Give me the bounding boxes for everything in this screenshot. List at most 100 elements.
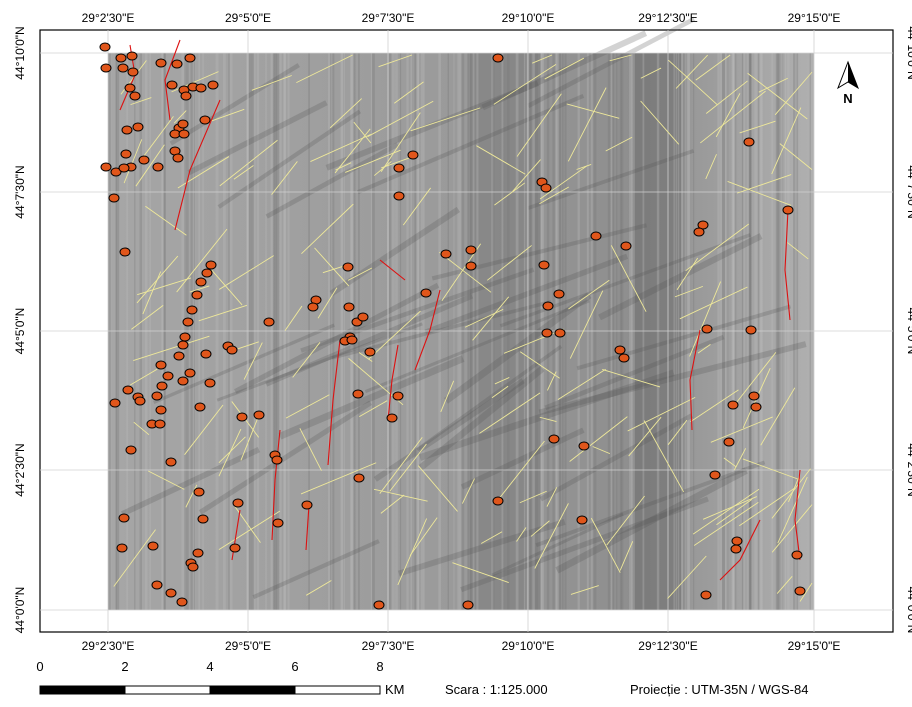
- target-point: [749, 392, 759, 400]
- stripe: [472, 53, 474, 610]
- target-point: [783, 206, 793, 214]
- target-point: [166, 589, 176, 597]
- target-point: [185, 54, 195, 62]
- target-point: [273, 519, 283, 527]
- target-point: [374, 601, 384, 609]
- scale-segment: [40, 686, 125, 694]
- stripe: [459, 53, 461, 610]
- target-point: [621, 242, 631, 250]
- stripe: [149, 53, 151, 610]
- target-point: [128, 68, 138, 76]
- target-point: [130, 92, 140, 100]
- stripe: [287, 53, 290, 610]
- lon-label: 29°7'30"E: [362, 11, 415, 25]
- target-point: [264, 318, 274, 326]
- stripe: [223, 53, 226, 610]
- target-point: [408, 151, 418, 159]
- lat-label: 44°0'0"N: [13, 587, 27, 634]
- target-point: [272, 456, 282, 464]
- target-point: [122, 126, 132, 134]
- lon-label: 29°5'0"E: [225, 639, 271, 653]
- target-point: [731, 545, 741, 553]
- scale-text: Scara : 1:125.000: [445, 682, 548, 697]
- target-point: [123, 386, 133, 394]
- lat-label: 44°7'30"N: [13, 165, 27, 218]
- stripe: [228, 53, 229, 610]
- target-point: [201, 350, 211, 358]
- target-point: [196, 278, 206, 286]
- target-point: [166, 458, 176, 466]
- target-point: [180, 333, 190, 341]
- raster-band: [470, 53, 540, 610]
- lat-label: 44°0'0"N: [905, 587, 912, 634]
- target-point: [125, 84, 135, 92]
- target-point: [179, 130, 189, 138]
- stripe: [612, 53, 614, 610]
- target-point: [152, 581, 162, 589]
- stripe: [507, 53, 509, 610]
- target-point: [792, 551, 802, 559]
- stripe: [657, 53, 659, 610]
- target-point: [205, 379, 215, 387]
- target-point: [619, 354, 629, 362]
- stripe: [246, 53, 247, 610]
- scale-tick-label: 0: [36, 659, 43, 674]
- stripe: [230, 53, 233, 610]
- target-point: [120, 248, 130, 256]
- target-point: [118, 64, 128, 72]
- target-point: [194, 488, 204, 496]
- target-point: [157, 382, 167, 390]
- target-point: [353, 390, 363, 398]
- stripe: [417, 53, 419, 610]
- target-point: [202, 269, 212, 277]
- target-point: [177, 598, 187, 606]
- target-point: [206, 261, 216, 269]
- target-point: [365, 348, 375, 356]
- stripe: [758, 53, 759, 610]
- stripe: [116, 53, 119, 610]
- target-point: [227, 346, 237, 354]
- target-point: [208, 81, 218, 89]
- target-point: [230, 544, 240, 552]
- stripe: [462, 53, 465, 610]
- lon-label: 29°12'30"E: [638, 639, 697, 653]
- scale-unit: KM: [385, 682, 405, 697]
- target-point: [358, 313, 368, 321]
- stripe: [578, 53, 580, 610]
- stripe: [448, 53, 449, 610]
- target-point: [308, 303, 318, 311]
- target-point: [394, 164, 404, 172]
- target-point: [702, 325, 712, 333]
- target-point: [724, 438, 734, 446]
- target-point: [196, 84, 206, 92]
- target-point: [183, 318, 193, 326]
- stripe: [139, 53, 142, 610]
- stripe: [341, 53, 343, 610]
- lat-label: 44°10'0"N: [13, 26, 27, 79]
- target-point: [347, 336, 357, 344]
- target-point: [100, 43, 110, 51]
- scale-tick-label: 2: [121, 659, 128, 674]
- lat-label: 44°5'0"N: [13, 308, 27, 355]
- scale-bar: 02468KM: [36, 659, 404, 697]
- target-point: [394, 192, 404, 200]
- target-point: [554, 290, 564, 298]
- stripe: [126, 53, 128, 610]
- target-point: [119, 164, 129, 172]
- target-point: [181, 92, 191, 100]
- stripe: [742, 53, 743, 610]
- target-point: [126, 446, 136, 454]
- lon-label: 29°12'30"E: [638, 11, 697, 25]
- target-point: [493, 497, 503, 505]
- target-point: [195, 403, 205, 411]
- stripe: [284, 53, 287, 610]
- scale-segment: [125, 686, 210, 694]
- stripe: [524, 53, 525, 610]
- target-point: [701, 591, 711, 599]
- stripe: [796, 53, 798, 610]
- stripe: [457, 53, 459, 610]
- lat-label: 44°2'30"N: [13, 443, 27, 496]
- lat-label: 44°10'0"N: [905, 26, 912, 79]
- target-point: [127, 52, 137, 60]
- target-point: [344, 303, 354, 311]
